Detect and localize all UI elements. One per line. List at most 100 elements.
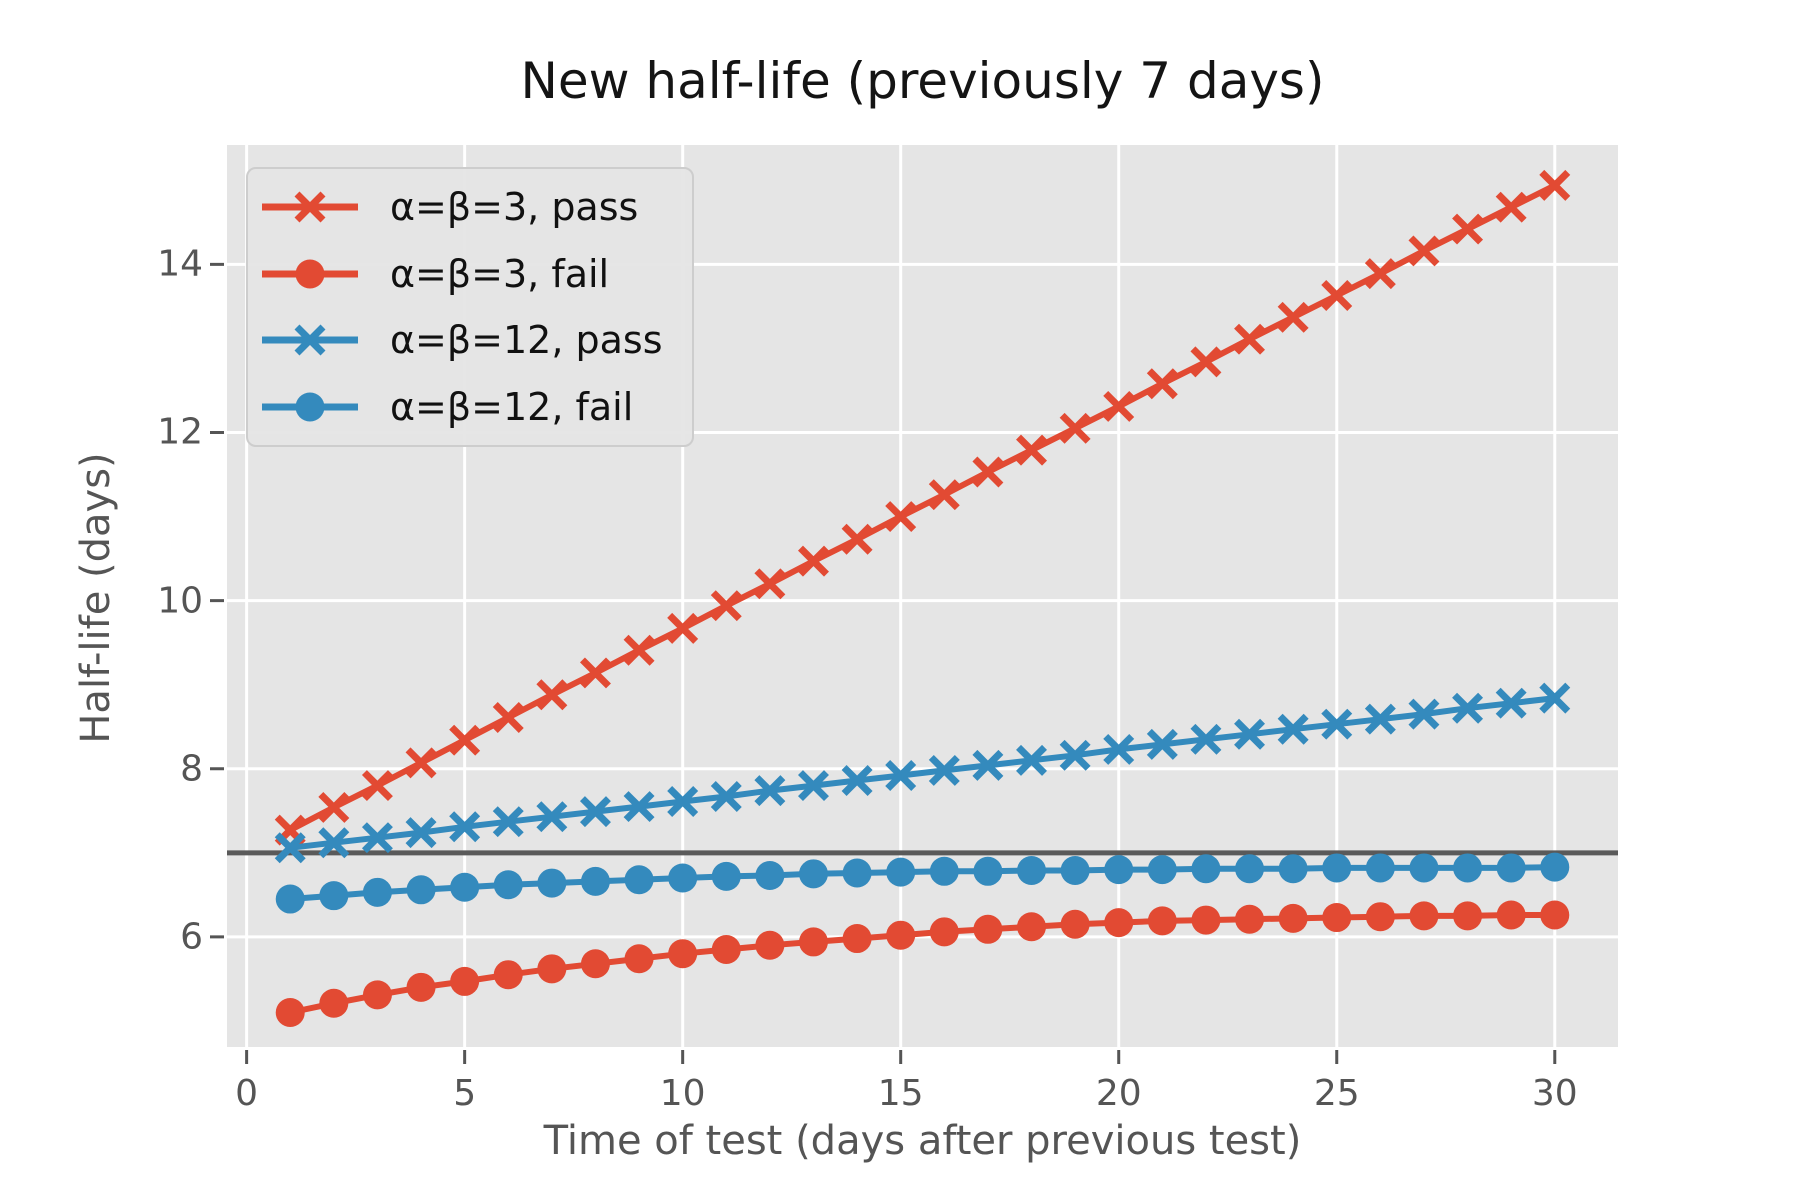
marker-x bbox=[1190, 346, 1222, 378]
marker-circle bbox=[450, 966, 480, 996]
marker-x bbox=[754, 568, 786, 600]
marker-circle bbox=[668, 863, 698, 893]
marker-circle bbox=[1322, 853, 1352, 883]
marker-x bbox=[710, 781, 742, 812]
marker-x bbox=[1452, 692, 1484, 724]
marker-x bbox=[1408, 698, 1440, 730]
legend-label: α=β=3, fail bbox=[390, 251, 610, 296]
legend-circle-marker-swatch bbox=[262, 392, 358, 422]
legend-x-marker-swatch bbox=[262, 324, 358, 356]
marker-circle bbox=[406, 972, 436, 1002]
marker-circle bbox=[1191, 854, 1221, 884]
y-tick-label: 6 bbox=[180, 916, 203, 958]
marker-x bbox=[1234, 718, 1266, 750]
marker-circle bbox=[929, 917, 959, 947]
marker-circle bbox=[362, 980, 392, 1010]
legend-item: α=β=12, pass bbox=[260, 308, 692, 372]
legend: α=β=3, pass α=β=3, fail α=β=12, pass α=β=12… bbox=[246, 167, 694, 447]
legend-label: α=β=3, pass bbox=[390, 185, 639, 230]
marker-circle bbox=[842, 858, 872, 888]
marker-x bbox=[885, 760, 917, 791]
marker-circle bbox=[1060, 855, 1090, 885]
marker-circle bbox=[580, 866, 610, 896]
y-tick-label: 8 bbox=[180, 748, 203, 790]
legend-item: α=β=3, pass bbox=[260, 175, 692, 239]
marker-circle bbox=[1060, 909, 1090, 939]
marker-circle bbox=[711, 934, 741, 964]
x-tick-label: 20 bbox=[1095, 1073, 1142, 1114]
marker-x bbox=[405, 747, 437, 779]
x-tick-label: 0 bbox=[235, 1073, 259, 1114]
legend-x-marker-swatch bbox=[262, 191, 358, 223]
marker-circle bbox=[1017, 912, 1047, 942]
marker-x bbox=[579, 657, 611, 689]
marker-x bbox=[972, 749, 1004, 781]
marker-x bbox=[1364, 258, 1396, 290]
marker-circle bbox=[755, 930, 785, 960]
marker-circle bbox=[275, 998, 305, 1028]
marker-circle bbox=[1278, 854, 1308, 884]
x-tick-label: 30 bbox=[1531, 1073, 1578, 1114]
marker-x bbox=[841, 765, 873, 796]
marker-x bbox=[1103, 733, 1135, 765]
marker-circle bbox=[1278, 903, 1308, 933]
marker-circle bbox=[1453, 853, 1483, 883]
marker-x bbox=[928, 754, 960, 786]
marker-circle bbox=[973, 914, 1003, 944]
marker-x bbox=[1146, 728, 1178, 760]
legend-label: α=β=12, fail bbox=[390, 384, 634, 429]
marker-circle bbox=[1104, 908, 1134, 938]
marker-circle bbox=[886, 857, 916, 887]
marker-x bbox=[318, 791, 350, 823]
marker-circle bbox=[1365, 902, 1395, 932]
marker-circle bbox=[1453, 901, 1483, 931]
legend-item: α=β=12, fail bbox=[260, 375, 692, 439]
series-line-2 bbox=[289, 695, 1556, 851]
marker-x bbox=[1277, 301, 1309, 333]
marker-x bbox=[405, 817, 437, 849]
marker-x bbox=[798, 545, 829, 577]
marker-x bbox=[623, 791, 655, 823]
marker-circle bbox=[275, 884, 305, 914]
marker-circle bbox=[450, 872, 480, 902]
marker-x bbox=[754, 775, 786, 807]
marker-x bbox=[361, 822, 393, 854]
marker-circle bbox=[668, 939, 698, 969]
marker-x bbox=[1408, 235, 1440, 267]
marker-x bbox=[1059, 412, 1091, 444]
x-tick-label: 25 bbox=[1313, 1073, 1360, 1114]
marker-x bbox=[1234, 323, 1266, 355]
marker-circle bbox=[1322, 903, 1352, 933]
y-tick-label: 10 bbox=[157, 580, 203, 622]
x-tick-label: 5 bbox=[453, 1073, 477, 1114]
marker-circle bbox=[929, 856, 959, 886]
marker-x bbox=[1146, 368, 1178, 400]
marker-circle bbox=[319, 988, 349, 1018]
marker-circle bbox=[1235, 904, 1265, 934]
marker-circle bbox=[537, 868, 567, 898]
marker-x bbox=[1539, 682, 1571, 714]
marker-x bbox=[536, 679, 568, 711]
marker-circle bbox=[362, 877, 392, 907]
x-tick-label: 10 bbox=[659, 1073, 706, 1114]
marker-circle bbox=[1017, 855, 1047, 885]
marker-circle bbox=[1496, 900, 1526, 930]
marker-x bbox=[667, 786, 699, 818]
marker-x bbox=[1452, 213, 1484, 245]
marker-circle bbox=[842, 924, 872, 954]
marker-x bbox=[623, 634, 655, 666]
marker-x bbox=[1495, 687, 1527, 719]
marker-circle bbox=[493, 960, 523, 990]
marker-x bbox=[1495, 191, 1527, 223]
y-tick-label: 14 bbox=[157, 243, 203, 285]
y-axis-label: Half-life (days) bbox=[73, 452, 119, 744]
marker-circle bbox=[580, 949, 610, 979]
marker-circle bbox=[1496, 853, 1526, 883]
marker-x bbox=[1103, 390, 1135, 422]
marker-circle bbox=[798, 859, 828, 889]
x-axis-label: Time of test (days after previous test) bbox=[543, 1118, 1302, 1164]
marker-circle bbox=[1409, 901, 1439, 931]
marker-x bbox=[274, 832, 306, 864]
marker-x bbox=[361, 770, 393, 802]
marker-circle bbox=[406, 875, 436, 905]
